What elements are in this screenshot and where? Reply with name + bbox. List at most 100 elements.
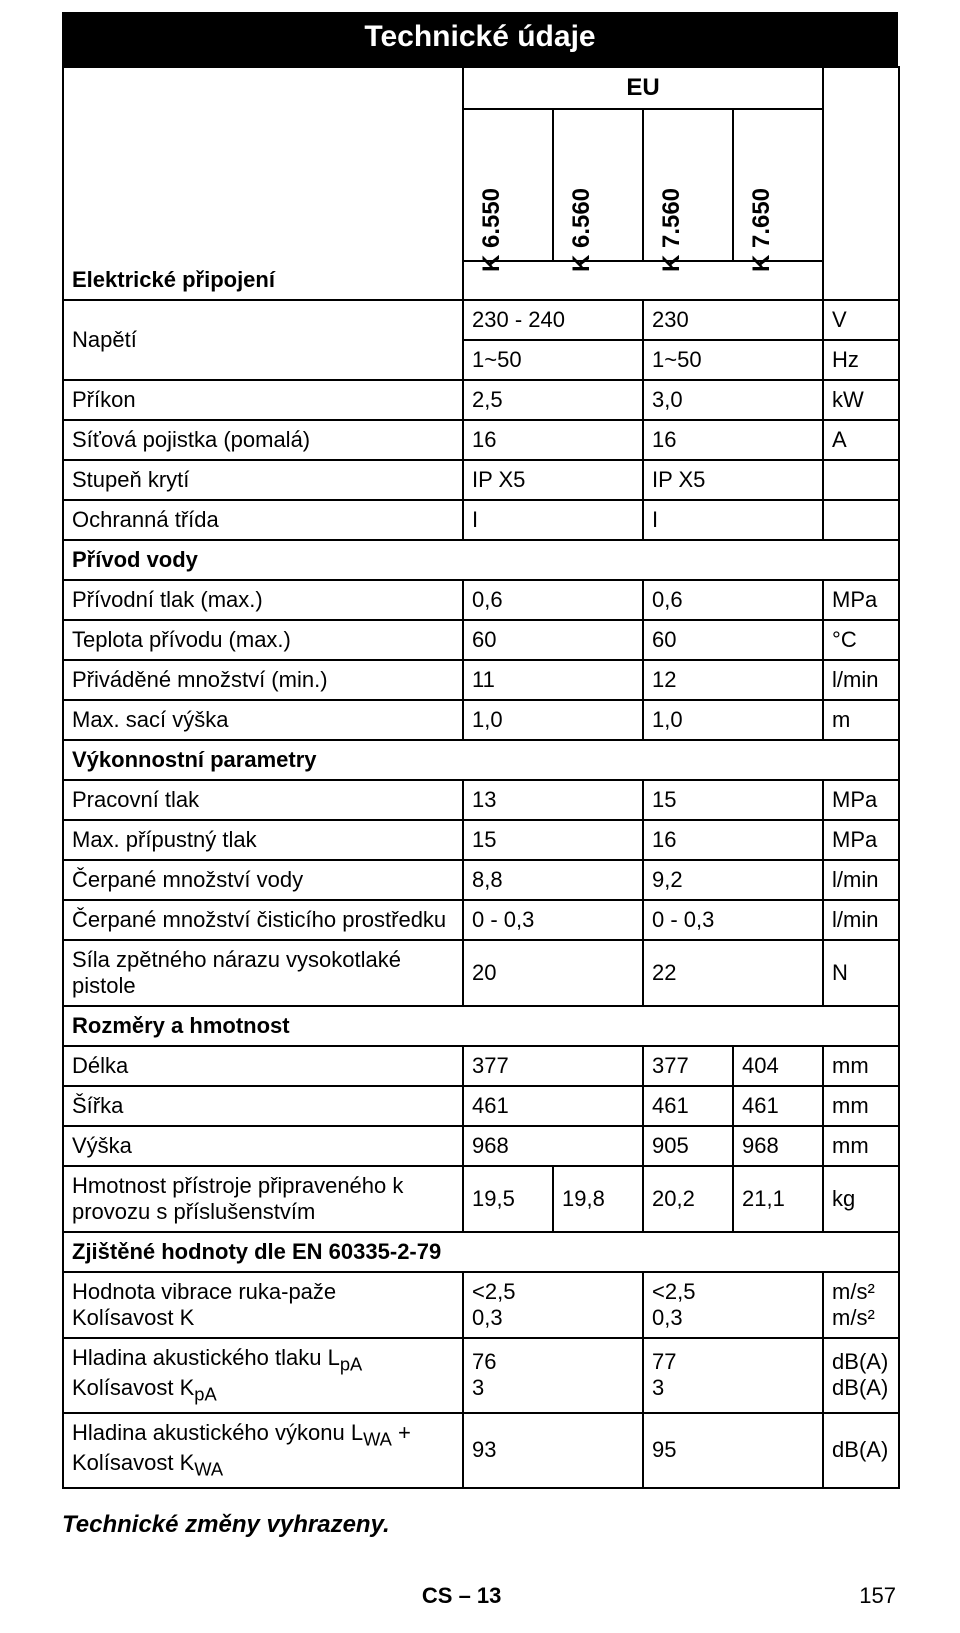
row-flowin-label: Přiváděné množství (min.) — [63, 660, 463, 700]
row-height-label: Výška — [63, 1126, 463, 1166]
row-workpress-v2: 15 — [643, 780, 823, 820]
row-power-unit: kW — [823, 380, 899, 420]
row-voltage-label: Napětí — [63, 300, 463, 380]
row-length-v3: 404 — [733, 1046, 823, 1086]
section-performance: Výkonnostní parametry — [63, 740, 899, 780]
row-suction-label: Max. sací výška — [63, 700, 463, 740]
row-maxpress-unit: MPa — [823, 820, 899, 860]
row-ip-label: Stupeň krytí — [63, 460, 463, 500]
blank-header — [63, 67, 463, 261]
row-inpress-v2: 0,6 — [643, 580, 823, 620]
row-vibration-label: Hodnota vibrace ruka-pažeKolísavost K — [63, 1272, 463, 1338]
row-vibration-v1: <2,50,3 — [463, 1272, 643, 1338]
row-fuse-v1: 16 — [463, 420, 643, 460]
row-length-v2: 377 — [643, 1046, 733, 1086]
row-detergent-unit: l/min — [823, 900, 899, 940]
row-detergent-v2: 0 - 0,3 — [643, 900, 823, 940]
row-power-v1: 2,5 — [463, 380, 643, 420]
row-flowin-v1: 11 — [463, 660, 643, 700]
row-soundpower-label: Hladina akustického výkonu LWA + Kolísav… — [63, 1413, 463, 1488]
row-height-unit: mm — [823, 1126, 899, 1166]
row-maxpress-label: Max. přípustný tlak — [63, 820, 463, 860]
row-freq-unit: Hz — [823, 340, 899, 380]
row-power-v2: 3,0 — [643, 380, 823, 420]
row-waterflow-v1: 8,8 — [463, 860, 643, 900]
col-k6550: K 6.550 — [463, 109, 553, 261]
row-weight-v1: 19,5 — [463, 1166, 553, 1232]
row-width-label: Šířka — [63, 1086, 463, 1126]
row-recoil-v2: 22 — [643, 940, 823, 1006]
section-electrical: Elektrické připojení — [63, 261, 463, 300]
row-recoil-v1: 20 — [463, 940, 643, 1006]
row-waterflow-unit: l/min — [823, 860, 899, 900]
row-height-v2: 905 — [643, 1126, 733, 1166]
row-temp-v1: 60 — [463, 620, 643, 660]
col-k7560: K 7.560 — [643, 109, 733, 261]
row-power-label: Příkon — [63, 380, 463, 420]
row-soundpower-unit: dB(A) — [823, 1413, 899, 1488]
row-vibration-v2: <2,50,3 — [643, 1272, 823, 1338]
row-flowin-unit: l/min — [823, 660, 899, 700]
page-title: Technické údaje — [62, 12, 898, 66]
col-k7650: K 7.650 — [733, 109, 823, 261]
row-soundpower-v1: 93 — [463, 1413, 643, 1488]
row-fuse-v2: 16 — [643, 420, 823, 460]
row-suction-v2: 1,0 — [643, 700, 823, 740]
row-temp-v2: 60 — [643, 620, 823, 660]
row-freq-v1: 1~50 — [463, 340, 643, 380]
section-dimensions: Rozměry a hmotnost — [63, 1006, 899, 1046]
section-measured: Zjištěné hodnoty dle EN 60335-2-79 — [63, 1232, 899, 1272]
spec-table: EU K 6.550 K 6.560 K 7.560 K 7.650 Elekt… — [62, 66, 900, 1489]
row-inpress-unit: MPa — [823, 580, 899, 620]
row-soundpress-label: Hladina akustického tlaku LpA Kolísavost… — [63, 1338, 463, 1413]
row-waterflow-v2: 9,2 — [643, 860, 823, 900]
row-temp-label: Teplota přívodu (max.) — [63, 620, 463, 660]
row-voltage-v2: 230 — [643, 300, 823, 340]
row-soundpress-v1: 763 — [463, 1338, 643, 1413]
row-suction-v1: 1,0 — [463, 700, 643, 740]
row-weight-unit: kg — [823, 1166, 899, 1232]
row-temp-unit: °C — [823, 620, 899, 660]
row-ip-unit — [823, 460, 899, 500]
row-width-unit: mm — [823, 1086, 899, 1126]
col-k6560: K 6.560 — [553, 109, 643, 261]
row-length-unit: mm — [823, 1046, 899, 1086]
row-voltage-v1: 230 - 240 — [463, 300, 643, 340]
row-maxpress-v2: 16 — [643, 820, 823, 860]
row-workpress-label: Pracovní tlak — [63, 780, 463, 820]
row-width-v3: 461 — [733, 1086, 823, 1126]
row-weight-label: Hmotnost přístroje připraveného k provoz… — [63, 1166, 463, 1232]
row-ip-v1: IP X5 — [463, 460, 643, 500]
row-soundpress-unit: dB(A)dB(A) — [823, 1338, 899, 1413]
row-inpress-label: Přívodní tlak (max.) — [63, 580, 463, 620]
row-width-v2: 461 — [643, 1086, 733, 1126]
row-waterflow-label: Čerpané množství vody — [63, 860, 463, 900]
row-height-v3: 968 — [733, 1126, 823, 1166]
eu-header: EU — [463, 67, 823, 109]
row-workpress-v1: 13 — [463, 780, 643, 820]
section-water: Přívod vody — [63, 540, 899, 580]
row-class-v1: I — [463, 500, 643, 540]
pager: CS – 13 157 — [62, 1583, 898, 1609]
row-soundpress-v2: 773 — [643, 1338, 823, 1413]
row-recoil-unit: N — [823, 940, 899, 1006]
row-weight-v3: 20,2 — [643, 1166, 733, 1232]
row-freq-v2: 1~50 — [643, 340, 823, 380]
row-flowin-v2: 12 — [643, 660, 823, 700]
pager-center: CS – 13 — [422, 1583, 502, 1609]
row-soundpower-v2: 95 — [643, 1413, 823, 1488]
row-weight-v4: 21,1 — [733, 1166, 823, 1232]
row-class-v2: I — [643, 500, 823, 540]
row-weight-v2: 19,8 — [553, 1166, 643, 1232]
row-recoil-label: Síla zpětného nárazu vysokotlaké pistole — [63, 940, 463, 1006]
row-ip-v2: IP X5 — [643, 460, 823, 500]
row-vibration-unit: m/s²m/s² — [823, 1272, 899, 1338]
pager-right: 157 — [859, 1583, 896, 1609]
row-length-v1: 377 — [463, 1046, 643, 1086]
row-height-v1: 968 — [463, 1126, 643, 1166]
row-detergent-v1: 0 - 0,3 — [463, 900, 643, 940]
row-width-v1: 461 — [463, 1086, 643, 1126]
blank-unit-header — [823, 67, 899, 261]
row-workpress-unit: MPa — [823, 780, 899, 820]
row-inpress-v1: 0,6 — [463, 580, 643, 620]
